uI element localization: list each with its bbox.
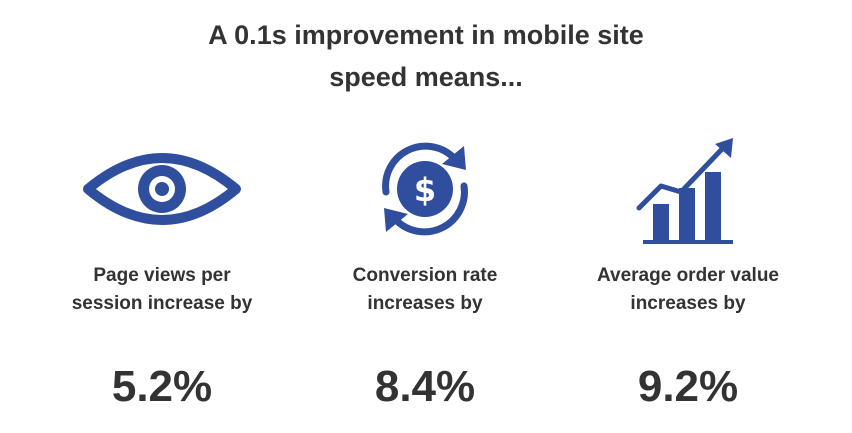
dollar-cycle-icon: $ bbox=[382, 142, 468, 236]
headline: A 0.1s improvement in mobile site speed … bbox=[0, 14, 852, 98]
eye-icon bbox=[83, 153, 241, 225]
growth-chart-icon bbox=[636, 138, 733, 244]
headline-line-2: speed means... bbox=[329, 62, 523, 92]
stat-value: 8.4% bbox=[374, 362, 476, 411]
svg-text:$: $ bbox=[414, 171, 436, 209]
stat-conversion-rate: $ Conversion rate increases by 8.4% bbox=[295, 130, 555, 412]
stat-average-order-value: Average order value increases by 9.2% bbox=[558, 130, 818, 412]
stat-value: 9.2% bbox=[637, 362, 739, 411]
headline-line-1: A 0.1s improvement in mobile site bbox=[208, 20, 644, 50]
stat-label: Page views per session increase by bbox=[71, 265, 253, 314]
stat-page-views: Page views per session increase by 5.2% bbox=[32, 130, 292, 412]
stat-label: Average order value increases by bbox=[597, 265, 779, 314]
stat-value: 5.2% bbox=[111, 362, 213, 411]
stat-label: Conversion rate increases by bbox=[352, 265, 498, 314]
